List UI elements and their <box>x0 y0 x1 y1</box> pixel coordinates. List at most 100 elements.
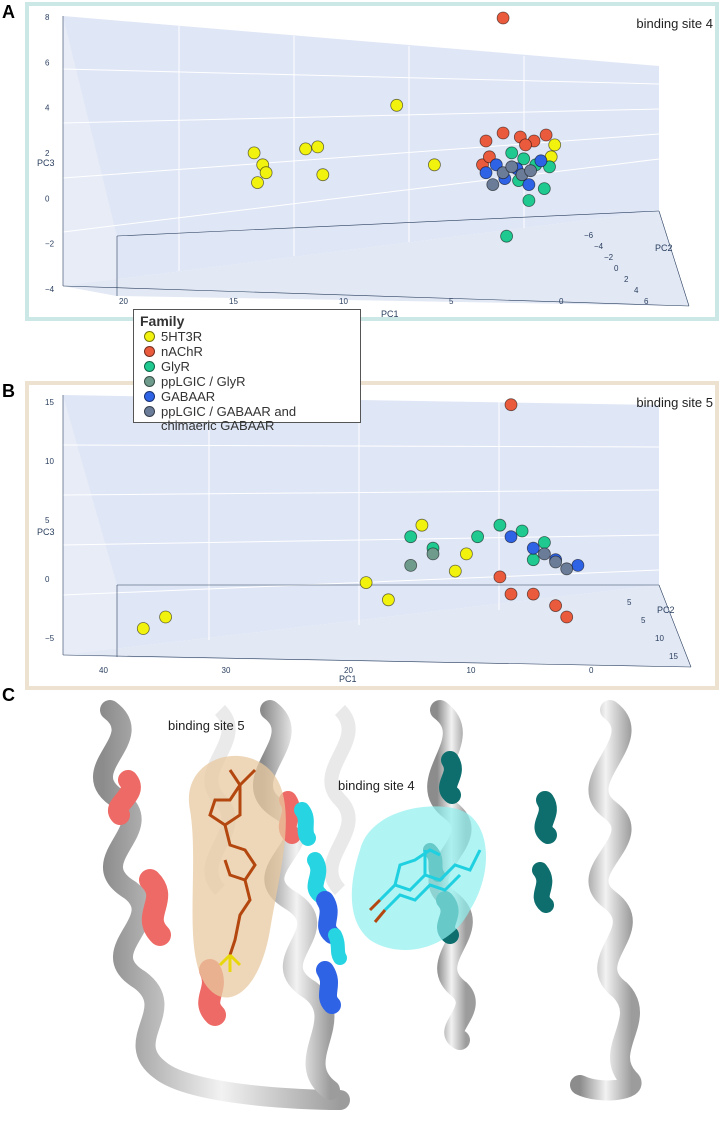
data-point[interactable] <box>539 128 553 142</box>
data-point[interactable] <box>537 182 551 196</box>
z-tick-label: 10 <box>45 457 54 466</box>
z-axis-label: PC3 <box>37 527 55 537</box>
data-point[interactable] <box>415 518 429 532</box>
chart-title: binding site 4 <box>636 16 713 31</box>
legend-marker <box>144 391 155 402</box>
data-point[interactable] <box>519 138 532 152</box>
y-axis-label: PC2 <box>655 243 673 253</box>
data-point[interactable] <box>299 142 313 156</box>
data-point[interactable] <box>515 524 529 538</box>
data-point[interactable] <box>404 530 418 544</box>
legend-marker <box>144 331 155 342</box>
z-tick-label: 6 <box>45 58 50 67</box>
side-wall <box>63 16 117 296</box>
structure-label-site-5: binding site 5 <box>168 718 245 733</box>
legend-entry[interactable]: GlyR <box>140 360 354 374</box>
grid-lines <box>62 26 660 271</box>
x-axis-label: PC1 <box>381 309 399 317</box>
legend-entry[interactable]: GABAAR <box>140 390 354 404</box>
data-point[interactable] <box>390 98 404 112</box>
data-point[interactable] <box>448 564 462 578</box>
data-point[interactable] <box>479 166 493 180</box>
data-point[interactable] <box>496 126 510 140</box>
data-point[interactable] <box>427 158 441 172</box>
data-point[interactable] <box>404 558 418 572</box>
data-point[interactable] <box>560 562 574 576</box>
data-point[interactable] <box>426 547 440 561</box>
data-point[interactable] <box>259 166 273 180</box>
data-point[interactable] <box>534 154 548 168</box>
x-tick-label: 10 <box>467 666 476 675</box>
data-point[interactable] <box>538 536 551 549</box>
legend-entry[interactable]: 5HT3R <box>140 330 354 344</box>
data-point[interactable] <box>459 547 473 561</box>
z-tick-label: 0 <box>45 575 50 584</box>
data-point[interactable] <box>517 152 531 166</box>
data-point[interactable] <box>524 164 538 178</box>
data-point[interactable] <box>493 570 507 584</box>
z-tick-label: −4 <box>45 285 55 294</box>
y-tick-label: −6 <box>584 231 594 240</box>
data-point[interactable] <box>571 558 585 572</box>
data-point[interactable] <box>504 530 518 544</box>
legend-marker <box>144 376 155 387</box>
data-point[interactable] <box>522 178 536 192</box>
data-point[interactable] <box>504 398 518 412</box>
legend-entry[interactable]: nAChR <box>140 345 354 359</box>
data-point[interactable] <box>251 176 264 190</box>
x-tick-label: 40 <box>99 666 108 675</box>
legend-entry[interactable]: ppLGIC / GlyR <box>140 375 354 389</box>
x-tick-label: 0 <box>559 297 564 306</box>
data-point[interactable] <box>526 553 540 567</box>
scatter-points <box>247 11 562 243</box>
panel-letter-c: C <box>2 685 15 705</box>
data-point[interactable] <box>496 11 510 25</box>
z-axis-label: PC3 <box>37 158 55 168</box>
data-point[interactable] <box>548 138 562 152</box>
data-point[interactable] <box>560 610 574 624</box>
data-point[interactable] <box>505 146 519 160</box>
structure-label-site-4: binding site 4 <box>338 778 415 793</box>
legend-label: ppLGIC / GABAAR and chimaeric GABAAR <box>161 404 297 433</box>
y-tick-label: −4 <box>594 242 604 251</box>
scatter-points <box>136 398 585 635</box>
data-point[interactable] <box>538 547 551 561</box>
y-tick-label: 15 <box>669 652 678 661</box>
y-tick-label: 4 <box>634 286 639 295</box>
legend-marker <box>144 361 155 372</box>
binding-site-5-ligand <box>208 768 257 956</box>
data-point[interactable] <box>504 587 518 601</box>
data-point[interactable] <box>526 587 540 601</box>
data-point[interactable] <box>479 134 493 148</box>
x-tick-label: 20 <box>344 666 353 675</box>
protein-structure-illustration: binding site 5 binding site 4 <box>93 700 642 1110</box>
legend-label: nAChR <box>161 344 203 359</box>
data-point[interactable] <box>311 140 325 154</box>
data-point[interactable] <box>505 160 519 174</box>
data-point[interactable] <box>549 555 562 569</box>
data-point[interactable] <box>486 178 500 192</box>
data-point[interactable] <box>471 530 485 544</box>
floor <box>63 585 691 667</box>
panel-letter-b: B <box>2 381 15 401</box>
y-tick-label: 5 <box>627 598 632 607</box>
binding-site-4-ligand <box>378 848 482 912</box>
data-point[interactable] <box>316 168 330 182</box>
data-point[interactable] <box>522 194 536 207</box>
data-point[interactable] <box>493 518 507 532</box>
panel-letter-a: A <box>2 2 15 22</box>
data-point[interactable] <box>247 146 261 160</box>
data-point[interactable] <box>500 229 514 243</box>
data-point[interactable] <box>381 593 395 607</box>
z-tick-label: 15 <box>45 398 54 407</box>
legend-entry[interactable]: ppLGIC / GABAAR and chimaeric GABAAR <box>140 405 354 433</box>
data-point[interactable] <box>549 599 562 613</box>
data-point[interactable] <box>136 622 150 635</box>
sulfate-group <box>218 953 242 972</box>
data-point[interactable] <box>159 610 173 624</box>
data-point[interactable] <box>526 541 540 555</box>
floor <box>63 211 689 306</box>
data-point[interactable] <box>359 576 373 590</box>
